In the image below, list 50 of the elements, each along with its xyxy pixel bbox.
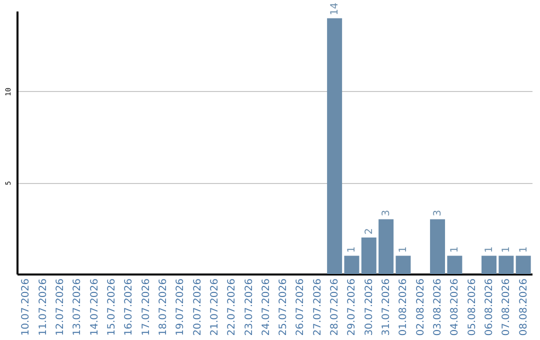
x-tick-label: 11.07.2026 (38, 278, 49, 336)
x-tick-label: 20.07.2026 (192, 278, 204, 336)
x-tick-label: 08.08.2026 (518, 278, 530, 336)
x-tick-label: 16.07.2026 (124, 278, 135, 336)
x-tick-label: 30.07.2026 (364, 278, 375, 336)
x-tick-label: 22.07.2026 (226, 278, 238, 336)
bar (447, 256, 462, 274)
bar (327, 18, 342, 274)
x-tick-label: 19.07.2026 (175, 278, 186, 336)
bar (516, 256, 531, 274)
x-tick-label: 28.07.2026 (330, 278, 341, 336)
x-tick-label: 06.08.2026 (484, 278, 496, 336)
bar (430, 219, 446, 274)
x-tick-label: 14.07.2026 (89, 278, 100, 336)
data-label: 1 (398, 246, 410, 253)
data-label: 3 (432, 210, 444, 216)
data-label: 1 (346, 246, 358, 253)
data-label: 1 (450, 246, 461, 253)
bar (396, 256, 411, 274)
x-tick-label: 18.07.2026 (158, 278, 169, 336)
x-tick-label: 05.08.2026 (466, 278, 478, 336)
bar (344, 256, 360, 274)
x-tick-label: 12.07.2026 (54, 278, 66, 336)
x-tick-label: 10.07.2026 (20, 278, 32, 336)
x-tick-label: 03.08.2026 (432, 278, 444, 336)
bar (378, 219, 394, 274)
x-tick-label: 23.07.2026 (244, 278, 255, 336)
data-label: 2 (364, 228, 375, 234)
x-tick-label: 21.07.2026 (209, 278, 220, 336)
x-tick-label: 13.07.2026 (72, 278, 84, 336)
x-tick-label: 27.07.2026 (312, 278, 324, 336)
x-tick-label: 04.08.2026 (450, 278, 461, 336)
x-tick-label: 17.07.2026 (140, 278, 152, 336)
x-tick-label: 24.07.2026 (260, 278, 272, 336)
data-label: 1 (484, 246, 496, 253)
x-tick-label: 15.07.2026 (106, 278, 118, 336)
data-label: 1 (501, 246, 512, 253)
data-label: 3 (381, 210, 392, 216)
x-tick-label: 29.07.2026 (346, 278, 358, 336)
x-tick-label: 26.07.2026 (295, 278, 306, 336)
data-label: 1 (518, 246, 530, 253)
bar (482, 256, 497, 274)
bar (361, 237, 376, 274)
x-tick-label: 01.08.2026 (398, 278, 410, 336)
data-label: 14 (330, 2, 341, 16)
x-tick-label: 07.08.2026 (501, 278, 512, 336)
bar (498, 256, 514, 274)
x-tick-label: 25.07.2026 (278, 278, 290, 336)
x-tick-label: 31.07.2026 (381, 278, 392, 336)
x-tick-label: 02.08.2026 (415, 278, 426, 336)
